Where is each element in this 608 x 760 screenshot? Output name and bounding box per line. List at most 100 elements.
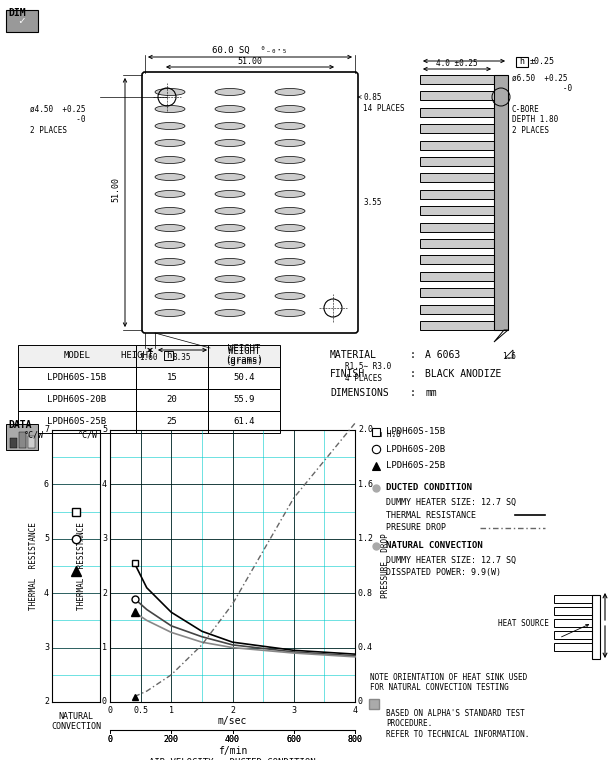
Text: DISSPATED POWER: 9.9(W): DISSPATED POWER: 9.9(W) (386, 568, 501, 578)
Text: WEIGHT: WEIGHT (228, 347, 260, 356)
Ellipse shape (155, 309, 185, 316)
Text: ø6.50  +0.25
           -0: ø6.50 +0.25 -0 (512, 74, 572, 93)
Text: A 6063: A 6063 (425, 350, 460, 360)
Bar (420, 141, 494, 150)
Ellipse shape (275, 173, 305, 181)
Ellipse shape (275, 276, 305, 283)
Bar (420, 91, 494, 100)
Bar (19, 432, 26, 448)
Text: THERMAL RESISTANCE: THERMAL RESISTANCE (386, 511, 476, 520)
Bar (420, 190, 494, 199)
Text: 3: 3 (102, 534, 107, 543)
Text: ø4.50  +0.25
          -0
2 PLACES: ø4.50 +0.25 -0 2 PLACES (30, 105, 86, 135)
Bar (554, 595, 592, 603)
Text: :: : (410, 388, 416, 398)
Text: 0: 0 (102, 698, 107, 707)
Bar (420, 75, 494, 84)
Ellipse shape (275, 224, 305, 232)
Ellipse shape (215, 106, 245, 112)
Text: 0.85
14 PLACES: 0.85 14 PLACES (363, 93, 405, 112)
Bar (164, 351, 173, 360)
Bar (18, 345, 136, 367)
Bar (420, 223, 494, 232)
Text: 7: 7 (44, 426, 49, 435)
Text: 6: 6 (44, 480, 49, 489)
Text: 0.4: 0.4 (358, 643, 373, 652)
Text: 55.9: 55.9 (233, 395, 255, 404)
Text: 60.0 SQ  ⁰₋₀⋅₅: 60.0 SQ ⁰₋₀⋅₅ (212, 46, 288, 55)
Text: 4.0 ±0.25: 4.0 ±0.25 (436, 59, 478, 68)
Bar (554, 643, 592, 651)
Ellipse shape (155, 88, 185, 96)
Text: LPDH60S-15B: LPDH60S-15B (47, 373, 106, 382)
Text: :: : (410, 369, 416, 379)
Text: 0: 0 (358, 698, 363, 707)
Text: 4: 4 (44, 589, 49, 597)
Bar (6, 10, 38, 32)
Text: DATA: DATA (8, 420, 32, 430)
Text: h: h (519, 58, 525, 67)
Text: 4: 4 (102, 480, 107, 489)
Ellipse shape (275, 157, 305, 163)
Text: DUCTED CONDITION: DUCTED CONDITION (386, 483, 472, 492)
Text: (grams): (grams) (225, 356, 263, 366)
Text: 0.5: 0.5 (133, 706, 148, 715)
Text: R1.5∼ R3.0: R1.5∼ R3.0 (345, 362, 392, 371)
Bar (554, 607, 592, 615)
Ellipse shape (215, 258, 245, 265)
Text: 200: 200 (164, 735, 179, 744)
Text: MATERIAL: MATERIAL (330, 350, 377, 360)
Text: mm H₂O: mm H₂O (373, 430, 401, 439)
Bar (494, 75, 508, 330)
Ellipse shape (215, 309, 245, 316)
Bar (420, 206, 494, 215)
Bar (420, 288, 494, 297)
Text: 1.6: 1.6 (358, 480, 373, 489)
Bar (420, 272, 494, 280)
Bar (420, 124, 494, 133)
Text: m/sec: m/sec (218, 716, 247, 726)
Text: 3.55: 3.55 (363, 198, 381, 207)
Text: h: h (167, 351, 171, 360)
Text: THERMAL  RESISTANCE: THERMAL RESISTANCE (77, 522, 86, 610)
Text: LPDH60S-20B: LPDH60S-20B (47, 395, 106, 404)
Text: 1.6: 1.6 (502, 352, 516, 361)
Bar (420, 173, 494, 182)
Ellipse shape (215, 157, 245, 163)
Bar (208, 389, 280, 411)
Text: HEAT SOURCE: HEAT SOURCE (498, 619, 549, 628)
Text: PRESSURE  DROP: PRESSURE DROP (381, 534, 390, 598)
Bar (420, 239, 494, 248)
Text: 5: 5 (102, 426, 107, 435)
Bar (592, 595, 600, 659)
Ellipse shape (275, 140, 305, 147)
Text: DIM: DIM (8, 8, 26, 18)
Bar (18, 367, 136, 389)
Ellipse shape (155, 173, 185, 181)
Bar (420, 321, 494, 330)
Text: 0: 0 (108, 706, 112, 715)
Text: WEIGHT
(grams): WEIGHT (grams) (225, 344, 263, 364)
Text: 0.8: 0.8 (358, 589, 373, 597)
Text: 50.4: 50.4 (233, 373, 255, 382)
Ellipse shape (275, 309, 305, 316)
Text: 1: 1 (102, 643, 107, 652)
Bar (516, 57, 528, 67)
Text: 800: 800 (348, 735, 362, 744)
Text: 400: 400 (225, 735, 240, 744)
Ellipse shape (275, 207, 305, 214)
Text: 20: 20 (167, 395, 178, 404)
Ellipse shape (155, 140, 185, 147)
Text: MODEL: MODEL (64, 351, 91, 360)
Text: f/min: f/min (218, 746, 247, 756)
Text: BLACK ANODIZE: BLACK ANODIZE (425, 369, 502, 379)
Ellipse shape (155, 224, 185, 232)
Text: 5: 5 (44, 534, 49, 543)
Ellipse shape (215, 276, 245, 283)
Text: °C/W: °C/W (24, 430, 44, 439)
Text: 3: 3 (291, 706, 296, 715)
Bar (28, 436, 35, 448)
Bar (18, 411, 136, 433)
Text: DUMMY HEATER SIZE: 12.7 SQ: DUMMY HEATER SIZE: 12.7 SQ (386, 556, 516, 565)
Text: LPDH60S-20B: LPDH60S-20B (386, 445, 445, 454)
